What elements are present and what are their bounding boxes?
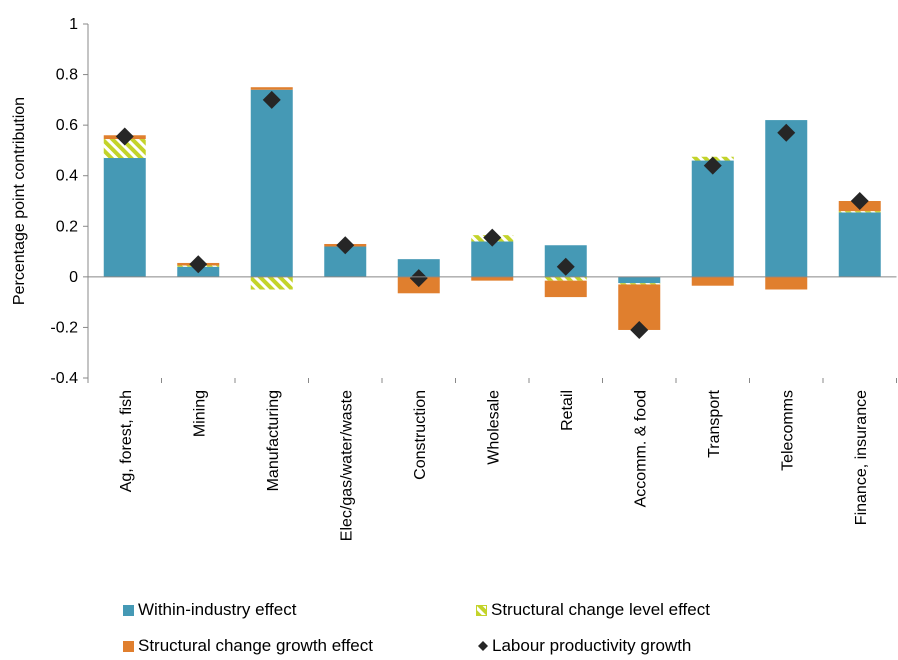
productivity-diamond	[556, 257, 575, 276]
bar-structural-level	[838, 211, 881, 213]
chart: -0.4 -0.2 0 0.2 0.4 0.6 0.8 1 Ag, forest, fish Mi…	[11, 16, 897, 541]
bar-within-industry	[691, 160, 734, 277]
x-tick-label: Accomm. & food	[632, 390, 649, 507]
bar-structural-growth	[471, 276, 514, 281]
y-tick-label: -0.4	[50, 370, 78, 387]
x-tick-label: Wholesale	[485, 390, 502, 465]
y-axis-title: Percentage point contribution	[11, 97, 28, 305]
legend-label-within: Within-industry effect	[138, 600, 297, 619]
productivity-diamond	[115, 127, 134, 146]
productivity-diamond	[409, 269, 428, 288]
y-tick-label: 0	[69, 269, 78, 286]
bar-structural-growth	[691, 276, 734, 286]
productivity-diamond	[189, 255, 208, 274]
legend-item-within: Within-industry effect	[123, 600, 296, 620]
bar-structural-level	[250, 276, 293, 290]
plot-area: -0.4 -0.2 0 0.2 0.4 0.6 0.8 1 Ag, forest, fish Mi…	[50, 16, 897, 541]
bar-within-industry	[103, 158, 146, 277]
bar-within-industry	[765, 120, 808, 277]
legend-label-growth: Structural change growth effect	[138, 636, 373, 655]
x-tick-label: Elec/gas/water/waste	[338, 390, 355, 541]
productivity-diamond	[483, 228, 502, 247]
bar-within-industry	[618, 276, 661, 284]
productivity-diamond	[336, 236, 355, 255]
legend-swatch-growth	[123, 640, 134, 652]
legend-swatch-level	[476, 604, 487, 616]
bar-within-industry	[397, 259, 440, 277]
productivity-diamond	[777, 123, 796, 142]
x-tick-label: Mining	[191, 390, 208, 437]
y-tick-label: 1	[69, 16, 78, 33]
legend-item-productivity: Labour productivity growth	[476, 636, 691, 656]
legend-item-level: Structural change level effect	[476, 600, 710, 620]
y-tick-label: -0.2	[50, 319, 78, 336]
legend-diamond-icon	[478, 641, 488, 651]
legend-item-growth: Structural change growth effect	[123, 636, 373, 656]
legend-label-productivity: Labour productivity growth	[492, 636, 692, 655]
bar-within-industry	[838, 212, 881, 277]
productivity-diamond	[262, 90, 281, 109]
x-tick-label: Ag, forest, fish	[118, 390, 135, 492]
y-tick-label: 0.2	[56, 218, 78, 235]
productivity-diamond	[630, 320, 649, 339]
legend-label-level: Structural change level effect	[491, 600, 710, 619]
legend-swatch-within	[123, 604, 134, 616]
bar-within-industry	[250, 89, 293, 277]
bar-structural-growth	[544, 280, 587, 298]
bar-within-industry	[471, 241, 514, 277]
bar-structural-level	[103, 139, 146, 159]
x-tick-label: Telecomms	[779, 390, 796, 471]
y-tick-label: 0.6	[56, 117, 78, 134]
x-tick-label: Retail	[559, 390, 576, 431]
productivity-diamond	[850, 192, 869, 210]
x-tick-label: Construction	[412, 390, 429, 480]
x-tick-label: Transport	[706, 389, 723, 457]
y-tick-label: 0.8	[56, 67, 78, 84]
productivity-diamond	[703, 156, 722, 175]
bar-structural-growth	[250, 87, 293, 90]
bar-structural-level	[618, 283, 661, 285]
x-tick-label: Finance, insurance	[853, 390, 870, 525]
x-tick-label: Manufacturing	[265, 390, 282, 491]
bar-structural-growth	[765, 276, 808, 290]
legend: Within-industry effect Structural change…	[123, 600, 823, 660]
y-tick-label: 0.4	[56, 168, 78, 185]
bar-structural-level	[544, 276, 587, 281]
